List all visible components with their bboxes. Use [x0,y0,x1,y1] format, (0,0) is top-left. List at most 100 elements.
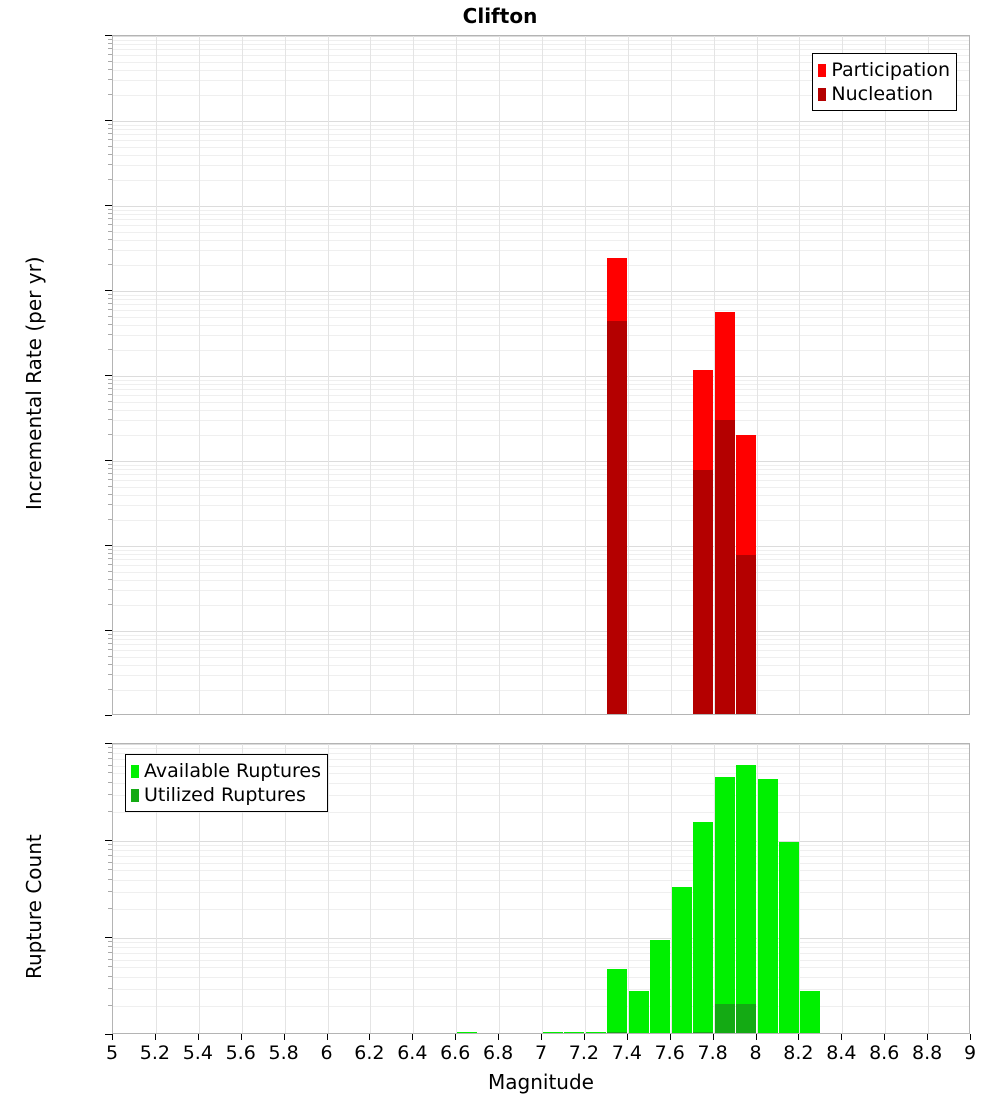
x-tick-label: 8.2 [783,1042,814,1064]
top-panel-y-tick-minor [108,239,112,240]
top-panel-gridline-vertical [714,36,715,714]
top-panel-gridline-major [113,546,969,547]
top-panel-y-tick-minor [108,689,112,690]
top-panel-gridline-major [113,121,969,122]
bottom-panel-y-tick-minor [108,1005,112,1006]
top-panel-gridline-minor [113,487,969,488]
bottom-panel-plot-area: Available Ruptures Utilized Ruptures [112,743,970,1034]
bottom-panel-gridline-minor [113,845,969,846]
top-panel-gridline-minor [113,665,969,666]
bottom-panel-y-tick-minor [108,782,112,783]
top-panel-y-tick-minor [108,664,112,665]
top-panel-gridline-minor [113,395,969,396]
x-tick-label: 5.6 [225,1042,256,1064]
top-panel-y-tick-minor [108,48,112,49]
top-panel-gridline-minor [113,335,969,336]
top-panel-gridline-major [113,631,969,632]
bar-available-ruptures [693,822,713,1033]
top-panel-gridline-minor [113,639,969,640]
top-panel-gridline-vertical [328,36,329,714]
top-panel-gridline-minor [113,690,969,691]
top-panel-y-tick-minor [108,128,112,129]
top-panel-y-tick-minor [108,94,112,95]
bottom-panel-gridline-major [113,841,969,842]
legend-swatch-icon [818,63,827,77]
bottom-panel-y-tick-minor [108,966,112,967]
top-panel-y-tick-minor [108,558,112,559]
top-panel-y-tick-minor [108,486,112,487]
top-panel-gridline-minor [113,210,969,211]
top-panel-y-tick-minor [108,213,112,214]
top-panel-legend: Participation Nucleation [812,53,957,111]
x-tick-mark [970,1034,971,1040]
x-tick-label: 7.8 [697,1042,728,1064]
bottom-panel-gridline-minor [113,812,969,813]
x-tick-mark [155,1034,156,1040]
top-panel-y-tick-minor [108,419,112,420]
top-panel-gridline-minor [113,240,969,241]
bar-available-ruptures [800,991,820,1033]
top-panel-gridline-minor [113,384,969,385]
top-panel-y-tick-minor [108,43,112,44]
x-tick-label: 9 [963,1042,977,1064]
top-panel-y-tick-minor [108,388,112,389]
top-panel-gridline-minor [113,435,969,436]
bottom-panel-legend-label: Available Ruptures [144,759,321,782]
legend-swatch-icon [131,764,139,778]
top-panel-y-tick-minor [108,519,112,520]
bottom-panel-legend-item: Utilized Ruptures [131,783,321,807]
top-panel-gridline-vertical [885,36,886,714]
bar-available-ruptures [564,1032,584,1033]
bottom-panel-gridline-minor [113,989,969,990]
bottom-panel-y-ticks: 103102101100 [0,0,112,1100]
x-tick-mark [670,1034,671,1040]
top-panel-y-tick-minor [108,334,112,335]
top-panel-y-tick-minor [108,224,112,225]
top-panel-gridline-minor [113,304,969,305]
top-panel-y-tick-minor [108,139,112,140]
top-panel-y-tick-minor [108,589,112,590]
top-panel-gridline-minor [113,559,969,560]
x-tick-label: 8 [749,1042,762,1064]
top-panel-y-tick-minor [108,124,112,125]
x-tick-label: 6.2 [354,1042,385,1064]
top-panel-gridline-vertical [499,36,500,714]
top-panel-gridline-vertical [842,36,843,714]
bottom-panel-gridline-vertical [928,744,929,1033]
bottom-panel-y-tick-minor [108,844,112,845]
x-tick-mark [756,1034,757,1040]
top-panel-gridline-major [113,206,969,207]
bottom-panel-gridline-vertical [456,744,457,1033]
bottom-panel-gridline-major [113,938,969,939]
top-panel-gridline-minor [113,380,969,381]
bar-nucleation [715,420,735,714]
top-panel-gridline-minor [113,644,969,645]
bottom-panel-gridline-vertical [885,744,886,1033]
bar-available-ruptures [779,842,799,1033]
top-panel-gridline-minor [113,675,969,676]
top-panel-y-tick-minor [108,164,112,165]
top-panel-gridline-vertical [757,36,758,714]
bottom-panel-legend-item: Available Ruptures [131,759,321,783]
bottom-panel-y-tick-mark [105,840,112,841]
top-panel-y-tick-minor [108,409,112,410]
top-panel-y-tick-minor [108,324,112,325]
top-panel-y-tick-minor [108,39,112,40]
top-panel-gridline-minor [113,129,969,130]
bottom-panel-y-tick-minor [108,752,112,753]
top-panel-gridline-minor [113,635,969,636]
bottom-panel-y-tick-minor [108,758,112,759]
top-panel-y-tick-minor [108,179,112,180]
bottom-panel-gridline-minor [113,880,969,881]
top-panel-y-tick-minor [108,69,112,70]
top-panel-y-tick-minor [108,61,112,62]
top-panel-y-tick-mark [105,375,112,376]
top-panel-gridline-minor [113,474,969,475]
top-panel-y-tick-minor [108,146,112,147]
bottom-panel-y-tick-minor [108,862,112,863]
x-tick-mark [455,1034,456,1040]
top-panel-y-tick-minor [108,553,112,554]
top-panel-y-tick-minor [108,349,112,350]
bottom-panel-gridline-minor [113,977,969,978]
